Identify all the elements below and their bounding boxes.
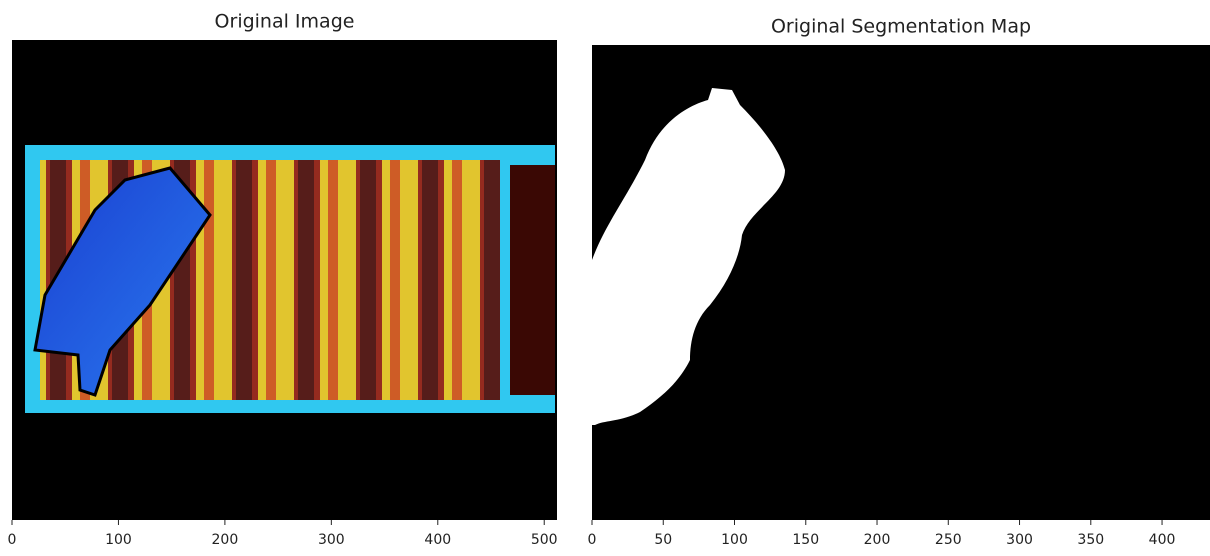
- x-tick-label: 400: [424, 532, 451, 548]
- x-tick-label: 300: [1006, 532, 1033, 548]
- x-tick-label: 150: [792, 532, 819, 548]
- image-left: [12, 40, 557, 520]
- chart-title: Original Image: [215, 11, 355, 33]
- x-tick-label: 350: [1077, 532, 1104, 548]
- x-tick-label: 100: [721, 532, 748, 548]
- x-tick-label: 100: [105, 532, 132, 548]
- x-tick-label: 50: [654, 532, 672, 548]
- x-tick-label: 0: [8, 532, 17, 548]
- x-tick-label: 400: [1149, 532, 1176, 548]
- chart-title: Original Segmentation Map: [771, 16, 1031, 38]
- segmentation-mask: [592, 88, 785, 425]
- x-tick-label: 500: [531, 532, 558, 548]
- image-region: [510, 165, 555, 395]
- image-right: [592, 45, 1210, 520]
- x-tick-label: 200: [212, 532, 239, 548]
- x-tick-label: 300: [318, 532, 345, 548]
- x-tick-label: 250: [935, 532, 962, 548]
- image-object: [33, 166, 212, 397]
- x-tick-label: 0: [588, 532, 597, 548]
- x-tick-label: 200: [864, 532, 891, 548]
